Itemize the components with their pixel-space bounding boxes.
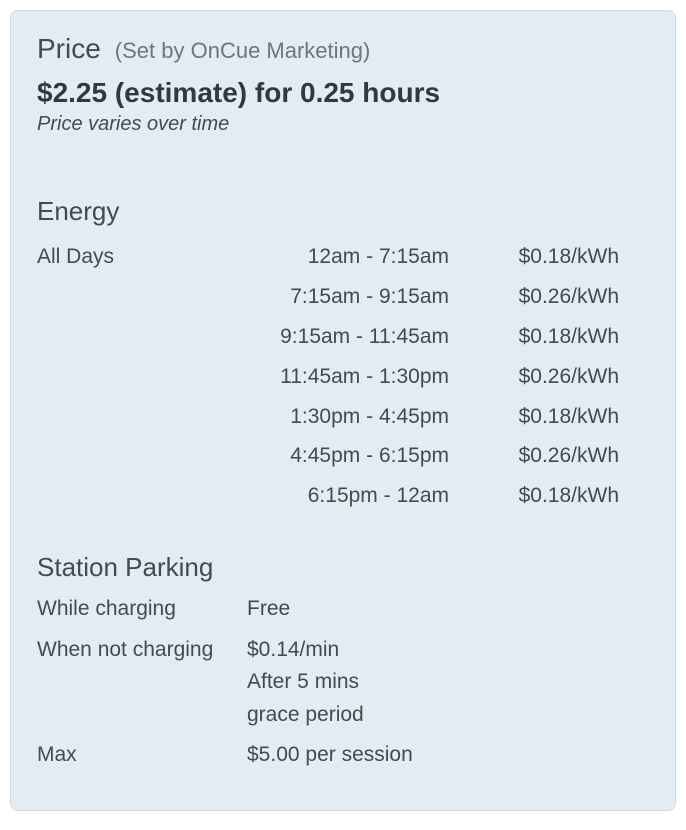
parking-section: Station Parking While charging Free When… xyxy=(37,552,649,772)
price-subtitle: (Set by OnCue Marketing) xyxy=(115,38,371,64)
parking-value: Free xyxy=(247,593,649,626)
energy-rate: $0.18/kWh xyxy=(457,237,649,277)
parking-table: While charging Free When not charging $0… xyxy=(37,593,649,772)
energy-row: 11:45am - 1:30pm $0.26/kWh xyxy=(37,357,649,397)
parking-row: While charging Free xyxy=(37,593,649,626)
energy-rate: $0.26/kWh xyxy=(457,357,649,397)
energy-time: 6:15pm - 12am xyxy=(242,476,457,516)
energy-row: 1:30pm - 4:45pm $0.18/kWh xyxy=(37,397,649,437)
energy-row: 7:15am - 9:15am $0.26/kWh xyxy=(37,277,649,317)
energy-row: 6:15pm - 12am $0.18/kWh xyxy=(37,476,649,516)
energy-section: Energy All Days 12am - 7:15am $0.18/kWh … xyxy=(37,196,649,516)
energy-time: 1:30pm - 4:45pm xyxy=(242,397,457,437)
parking-value: $0.14/minAfter 5 minsgrace period xyxy=(247,634,649,732)
parking-section-title: Station Parking xyxy=(37,552,649,583)
energy-rate: $0.18/kWh xyxy=(457,476,649,516)
energy-time: 9:15am - 11:45am xyxy=(242,317,457,357)
title-row: Price (Set by OnCue Marketing) xyxy=(37,33,649,65)
energy-time: 4:45pm - 6:15pm xyxy=(242,436,457,476)
energy-rate: $0.18/kWh xyxy=(457,317,649,357)
energy-time: 12am - 7:15am xyxy=(242,237,457,277)
parking-label: While charging xyxy=(37,593,247,626)
pricing-card: Price (Set by OnCue Marketing) $2.25 (es… xyxy=(10,10,676,811)
energy-rate: $0.18/kWh xyxy=(457,397,649,437)
energy-row: 9:15am - 11:45am $0.18/kWh xyxy=(37,317,649,357)
parking-label: Max xyxy=(37,739,247,772)
price-note: Price varies over time xyxy=(37,113,649,136)
energy-row: 4:45pm - 6:15pm $0.26/kWh xyxy=(37,436,649,476)
energy-time: 7:15am - 9:15am xyxy=(242,277,457,317)
parking-value: $5.00 per session xyxy=(247,739,649,772)
energy-day-label: All Days xyxy=(37,237,242,277)
parking-row: When not charging $0.14/minAfter 5 minsg… xyxy=(37,634,649,732)
price-estimate: $2.25 (estimate) for 0.25 hours xyxy=(37,77,649,109)
energy-rate: $0.26/kWh xyxy=(457,277,649,317)
energy-table: All Days 12am - 7:15am $0.18/kWh 7:15am … xyxy=(37,237,649,516)
energy-time: 11:45am - 1:30pm xyxy=(242,357,457,397)
energy-rate: $0.26/kWh xyxy=(457,436,649,476)
energy-row: All Days 12am - 7:15am $0.18/kWh xyxy=(37,237,649,277)
energy-section-title: Energy xyxy=(37,196,649,227)
price-title: Price xyxy=(37,33,101,65)
parking-row: Max $5.00 per session xyxy=(37,739,649,772)
parking-label: When not charging xyxy=(37,634,247,667)
